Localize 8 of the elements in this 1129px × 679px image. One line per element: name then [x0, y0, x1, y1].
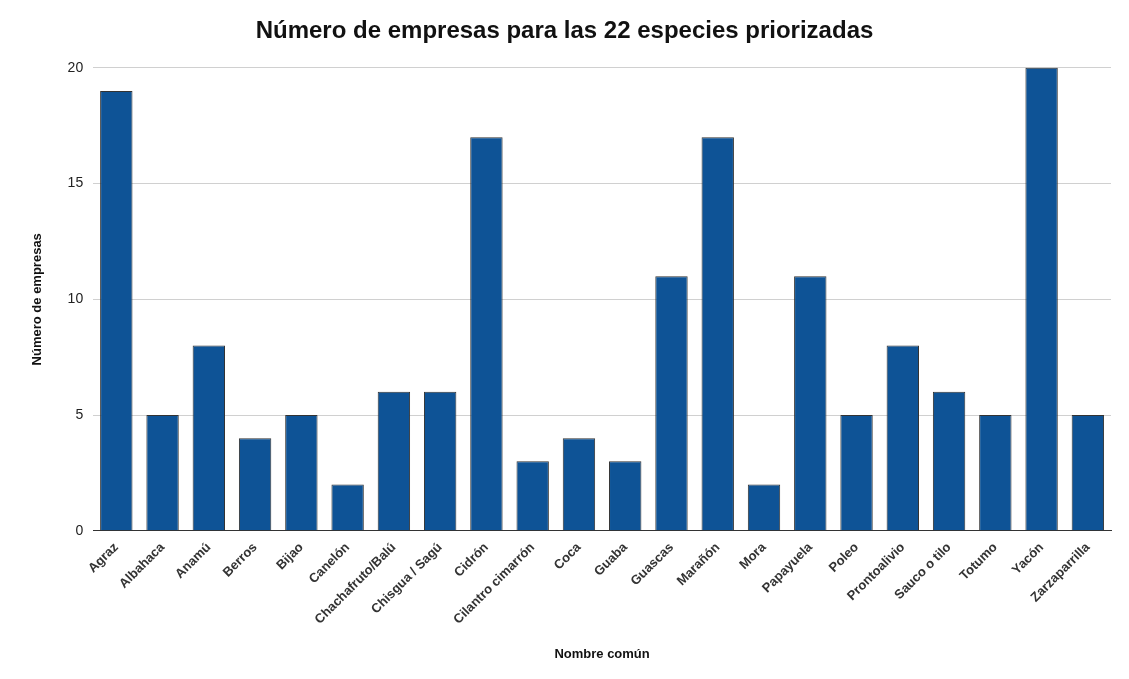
y-tick-label: 10 — [67, 290, 84, 307]
y-tick-label: 0 — [75, 521, 84, 538]
y-axis-title: Número de empresas — [29, 233, 45, 366]
x-axis-title: Nombre común — [554, 645, 650, 661]
chart-title: Número de empresas para las 22 especies priorizadas — [255, 16, 874, 44]
y-tick-label: 15 — [67, 174, 84, 191]
y-tick-label: 20 — [67, 58, 84, 75]
y-tick-label: 5 — [75, 405, 84, 422]
